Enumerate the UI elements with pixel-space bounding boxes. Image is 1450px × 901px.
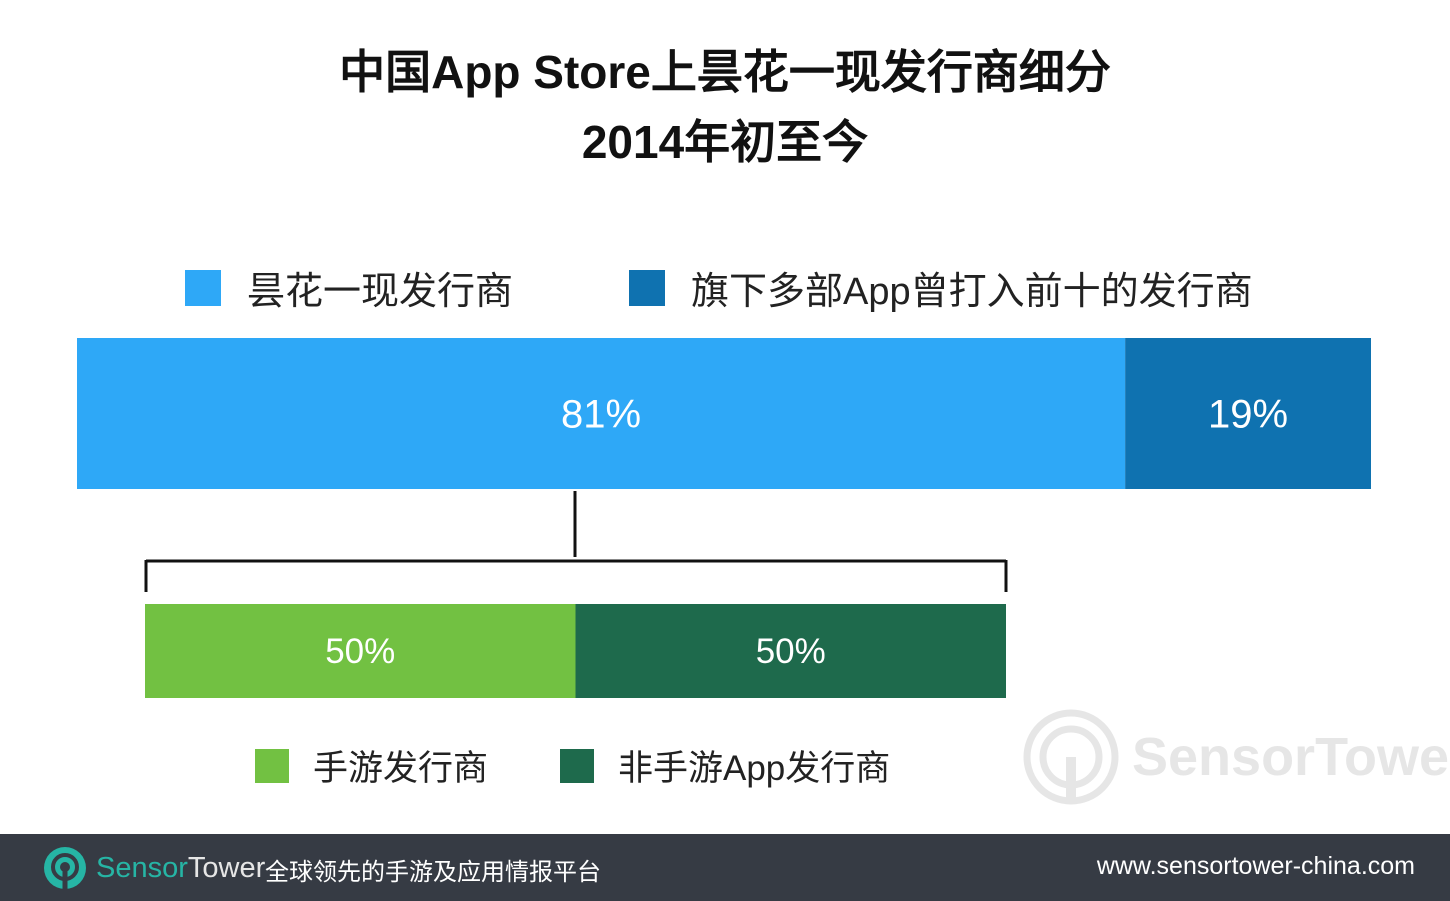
footer-brand-tower: Tower — [187, 851, 266, 884]
legend-label-multi-top10: 旗下多部App曾打入前十的发行商 — [691, 271, 1253, 313]
sensortower-logo-icon — [44, 847, 86, 889]
breakdown-bar-label-0: 50% — [325, 632, 395, 671]
top-bar-segment-1 — [1125, 338, 1371, 489]
breakdown-bar-segment-1 — [575, 604, 1006, 698]
legend-item-mobile-game-publishers: 手游发行商 — [255, 740, 488, 791]
legend-label-mobile-game: 手游发行商 — [313, 749, 489, 788]
footer-brand-sensor: Sensor — [96, 851, 188, 884]
legend-swatch-mobile-game — [255, 748, 289, 783]
legend-label-non-game: 非手游App发行商 — [618, 749, 891, 788]
legend-swatch-ephemeral — [185, 269, 221, 306]
legend-swatch-multi-top10 — [629, 269, 665, 306]
legend-item-ephemeral-publishers: 昙花一现发行商 — [185, 260, 513, 315]
watermark-brand: SensorTower — [1132, 727, 1450, 787]
footer-brand: SensorTower — [96, 852, 265, 885]
chart-subtitle: 2014年初至今 — [581, 116, 869, 168]
legend-item-multi-top10-publishers: 旗下多部App曾打入前十的发行商 — [629, 260, 1253, 315]
breakdown-bar-segment-0 — [145, 604, 576, 698]
chart-title: 中国App Store上昙花一现发行商细分 — [339, 46, 1111, 98]
top-bar-label-1: 19% — [1208, 393, 1288, 437]
footer-url-link[interactable]: www.sensortower-china.com — [1096, 852, 1415, 880]
legend-label-ephemeral: 昙花一现发行商 — [247, 271, 514, 313]
footer-logo[interactable]: SensorTower — [42, 845, 265, 891]
sensortower-watermark: SensorTower — [1022, 708, 1450, 806]
top-bar-label-0: 81% — [561, 393, 641, 437]
breakdown-bar-label-1: 50% — [756, 632, 826, 671]
top-bar-segment-0 — [77, 338, 1126, 489]
legend-item-non-game-publishers: 非手游App发行商 — [560, 740, 890, 791]
footer-tagline: 全球领先的手游及应用情报平台 — [265, 859, 601, 886]
legend-swatch-non-game — [560, 748, 594, 783]
sensortower-watermark-icon — [1023, 709, 1119, 805]
footer-bar: SensorTower 全球领先的手游及应用情报平台 www.sensortow… — [0, 834, 1450, 901]
